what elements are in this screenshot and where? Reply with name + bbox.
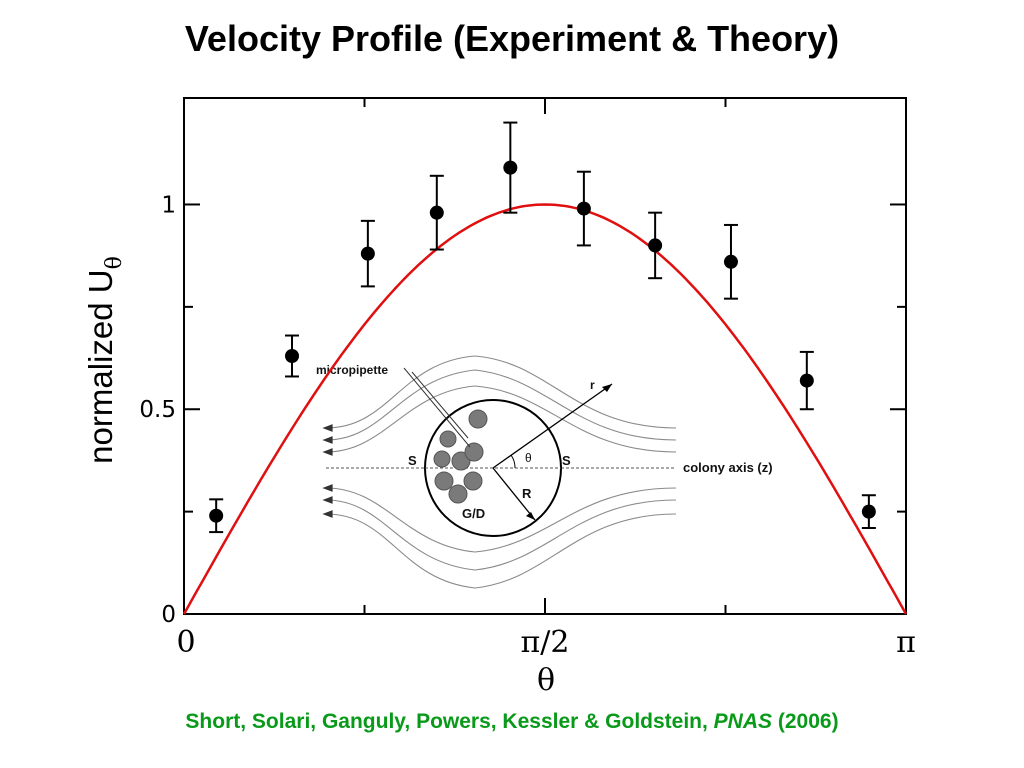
data-point: [648, 211, 663, 280]
r-arrowhead: [602, 384, 612, 392]
inset-label-gd: G/D: [462, 506, 485, 521]
inset-label-s-right: S: [562, 453, 571, 468]
data-marker: [799, 373, 814, 388]
x-tick-label: 0: [176, 625, 195, 660]
data-marker: [503, 160, 518, 175]
r-vector: [492, 383, 613, 469]
citation-journal: PNAS: [713, 710, 773, 733]
x-tick-label: π: [896, 625, 916, 660]
axis-ticks: [183, 98, 907, 615]
data-marker: [723, 254, 738, 269]
inset-label-theta: θ: [525, 451, 532, 465]
y-axis-title: normalized Uθ: [82, 256, 127, 464]
inset-label-R: R: [522, 486, 532, 501]
data-point: [429, 174, 444, 251]
streamlines: [325, 355, 677, 589]
data-point: [861, 494, 876, 529]
data-marker: [429, 205, 444, 220]
slide-title: Velocity Profile (Experiment & Theory): [184, 18, 840, 59]
data-point: [799, 350, 814, 411]
inset-label-s-left: S: [408, 453, 417, 468]
micropipette-pointers: [403, 367, 471, 448]
R-arrowhead: [526, 512, 535, 520]
citation: Short, Solari, Ganguly, Powers, Kessler …: [0, 710, 1024, 734]
data-point: [209, 498, 224, 534]
colony-flow-inset: micropipette r θ S S colony axis (z) R G…: [316, 355, 773, 589]
y-tick-label: 0: [161, 602, 176, 628]
citation-year: (2006): [772, 710, 839, 733]
flow-arrows: [322, 424, 333, 518]
data-marker: [576, 201, 591, 216]
y-axis-title-main: normalized U: [82, 269, 119, 463]
x-tick-label: π/2: [521, 625, 570, 660]
data-marker: [209, 508, 224, 523]
x-axis-title: θ: [537, 663, 555, 698]
y-axis-title-subscript: θ: [102, 256, 127, 269]
data-point: [576, 170, 591, 247]
tick-labels: 0 π/2 π 0 0.5 1: [139, 192, 915, 660]
data-marker: [861, 504, 876, 519]
experiment-points: [209, 121, 876, 534]
data-point: [503, 121, 518, 214]
citation-authors: Short, Solari, Ganguly, Powers, Kessler …: [185, 710, 714, 733]
data-point: [723, 223, 738, 300]
data-point: [360, 219, 375, 288]
R-radius: [492, 467, 536, 521]
theory-curve: [182, 203, 908, 615]
data-marker: [360, 246, 375, 261]
data-marker: [285, 349, 300, 363]
data-point: [285, 334, 300, 378]
theta-arc: [510, 454, 516, 469]
svg-text:normalized Uθ: normalized Uθ: [82, 256, 127, 464]
inset-label-r: r: [590, 378, 595, 392]
inset-label-colony-axis: colony axis (z): [683, 460, 773, 475]
y-tick-label: 1: [161, 192, 176, 218]
data-marker: [648, 238, 663, 253]
y-tick-label: 0.5: [139, 397, 176, 423]
daughter-colonies: [433, 409, 488, 504]
